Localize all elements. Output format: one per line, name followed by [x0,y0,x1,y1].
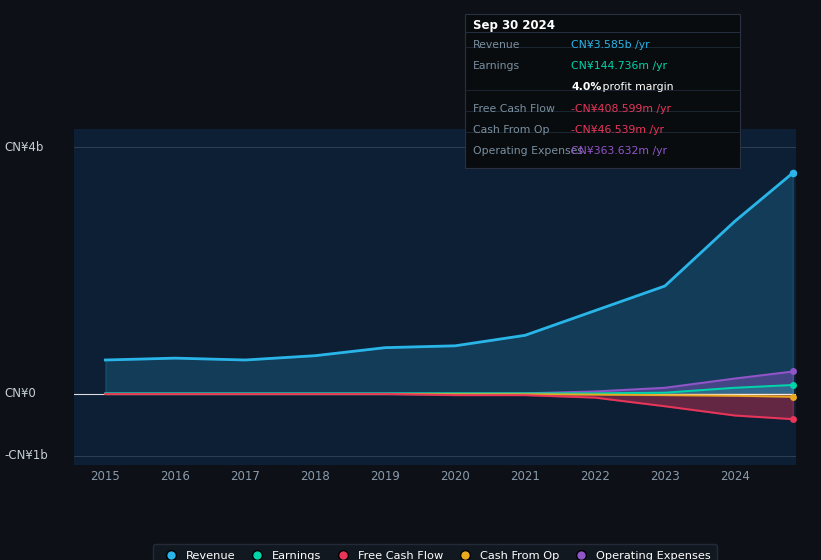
Text: CN¥0: CN¥0 [4,388,36,400]
Text: Sep 30 2024: Sep 30 2024 [473,18,555,32]
Text: profit margin: profit margin [599,82,673,92]
Text: Operating Expenses: Operating Expenses [473,146,583,156]
Text: Earnings: Earnings [473,61,520,71]
Point [787,169,800,178]
Text: -CN¥46.539m /yr: -CN¥46.539m /yr [571,125,664,135]
Legend: Revenue, Earnings, Free Cash Flow, Cash From Op, Operating Expenses: Revenue, Earnings, Free Cash Flow, Cash … [154,544,717,560]
Point [787,367,800,376]
Text: Free Cash Flow: Free Cash Flow [473,104,555,114]
Text: -CN¥1b: -CN¥1b [4,449,48,462]
Text: Cash From Op: Cash From Op [473,125,549,135]
Point [787,380,800,389]
Point [787,393,800,402]
Text: CN¥4b: CN¥4b [4,141,44,154]
Text: CN¥3.585b /yr: CN¥3.585b /yr [571,40,650,50]
Text: 4.0%: 4.0% [571,82,602,92]
Text: CN¥144.736m /yr: CN¥144.736m /yr [571,61,667,71]
Text: Revenue: Revenue [473,40,521,50]
Text: CN¥363.632m /yr: CN¥363.632m /yr [571,146,667,156]
Point [787,414,800,423]
Text: -CN¥408.599m /yr: -CN¥408.599m /yr [571,104,672,114]
